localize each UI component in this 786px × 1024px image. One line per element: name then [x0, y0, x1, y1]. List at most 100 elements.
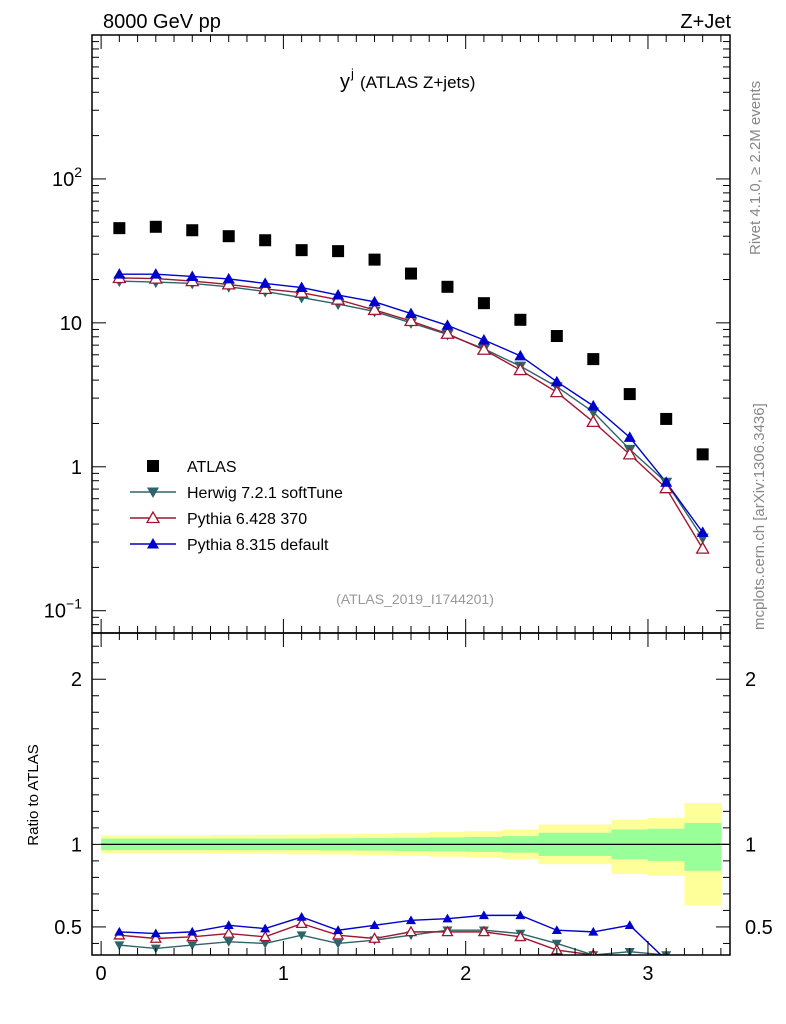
main-ytick-label-exponent: 2 — [74, 164, 82, 180]
main-ytick-label: 10−1 — [44, 596, 82, 623]
legend-marker-pythia6 — [145, 510, 161, 524]
ratio-ytick-label-right: 0.5 — [745, 917, 773, 939]
ratio-point-pythia8 — [551, 925, 562, 934]
ratio-xtick-label: 0 — [96, 963, 107, 985]
ratio-point-pythia8 — [260, 923, 271, 933]
main-plot-content — [112, 220, 710, 554]
point-pythia6 — [695, 541, 710, 554]
point-pythia6 — [659, 480, 674, 494]
ratio-point-herwig — [260, 939, 271, 949]
ratio-point-pythia8 — [702, 954, 703, 955]
ratio-point-pythia6 — [628, 953, 631, 955]
point-atlas — [660, 412, 673, 425]
point-pythia8 — [587, 399, 600, 411]
point-atlas — [113, 222, 126, 235]
point-atlas — [514, 313, 527, 326]
ratio-band-inner — [684, 822, 722, 871]
ratio-point-pythia6 — [698, 958, 708, 967]
ratio-point-pythia8 — [588, 926, 599, 936]
ratio-ytick-label-right: 1 — [745, 834, 756, 856]
point-pythia6 — [258, 281, 273, 295]
point-atlas — [696, 448, 709, 461]
point-pythia6 — [513, 362, 528, 376]
legend-label-pythia8: Pythia 8.315 default — [187, 537, 329, 554]
point-atlas — [186, 224, 199, 237]
legend-marker-pythia8 — [147, 538, 159, 549]
point-pythia6 — [549, 384, 564, 398]
ratio-point-pythia6 — [477, 925, 491, 937]
point-atlas — [368, 253, 381, 266]
point-pythia8 — [222, 272, 235, 284]
point-pythia8 — [259, 277, 272, 288]
point-pythia8 — [186, 270, 199, 281]
main-ytick-label: 10 — [60, 313, 82, 335]
ratio-point-pythia6 — [331, 928, 345, 940]
ratio-point-pythia8 — [114, 926, 125, 936]
legend-marker-atlas — [147, 460, 159, 472]
legend-label-atlas: ATLAS — [187, 459, 237, 476]
ratio-point-pythia6 — [295, 917, 308, 929]
point-atlas — [332, 245, 345, 258]
plot-title-symbol: y — [340, 71, 350, 93]
ratio-point-pythia6 — [665, 953, 667, 955]
ratio-frame — [91, 632, 731, 956]
ratio-ytick-label-left: 2 — [71, 669, 82, 691]
main-ytick-label-base: 1 — [71, 457, 82, 479]
point-pythia6 — [476, 342, 492, 355]
legend-marker-herwig — [147, 487, 159, 498]
legend-label-pythia6: Pythia 6.428 370 — [187, 511, 307, 528]
point-atlas — [550, 330, 563, 343]
point-pythia6 — [403, 313, 419, 327]
point-pythia8 — [405, 307, 417, 319]
point-atlas — [587, 353, 600, 366]
ratio-point-herwig — [333, 939, 344, 949]
main-ytick-label: 1 — [71, 457, 82, 479]
ratio-point-pythia6 — [441, 925, 454, 937]
ratio-point-pythia8 — [478, 910, 489, 920]
legend: ATLAS Herwig 7.2.1 softTune Pythia 6.428 3… — [130, 459, 343, 554]
ratio-ytick-label-right: 2 — [745, 669, 756, 691]
point-pythia8 — [477, 334, 490, 345]
legend-label-herwig: Herwig 7.2.1 softTune — [187, 485, 343, 502]
header-energy-label: 8000 GeV pp — [103, 11, 221, 33]
point-pythia6 — [586, 414, 601, 428]
plot-title-superscript: j — [350, 66, 354, 81]
ratio-point-herwig — [223, 938, 234, 947]
point-pythia8 — [368, 295, 381, 307]
ratio-plot-content — [101, 803, 730, 967]
ratio-point-pythia8 — [666, 954, 667, 955]
ratio-point-herwig — [296, 931, 307, 941]
ratio-point-pythia8 — [515, 910, 526, 920]
ratio-point-herwig — [698, 956, 708, 965]
header-process-label: Z+Jet — [680, 11, 731, 33]
ratio-xtick-label: 3 — [642, 963, 653, 985]
ratio-point-pythia6 — [368, 932, 381, 943]
ratio-xtick-label: 2 — [460, 963, 471, 985]
ratio-point-pythia8 — [223, 920, 234, 930]
point-pythia8 — [149, 268, 162, 279]
ratio-ytick-label-left: 1 — [71, 834, 82, 856]
ratio-point-pythia8 — [187, 926, 198, 936]
point-pythia8 — [550, 375, 563, 387]
ratio-ylabel: Ratio to ATLAS — [25, 744, 42, 845]
main-ytick-label-base: 10 — [44, 601, 66, 623]
ratio-point-pythia6 — [259, 930, 272, 942]
point-atlas — [222, 230, 235, 243]
ratio-point-pythia8 — [333, 925, 344, 934]
main-ytick-label-base: 10 — [52, 169, 74, 191]
point-pythia8 — [332, 289, 345, 300]
point-pythia8 — [295, 281, 308, 293]
point-pythia8 — [696, 526, 709, 537]
ratio-axes: 0.5 0.5 1 1 2 2 0 1 2 3 — [54, 633, 773, 985]
analysis-id-label: (ATLAS_2019_I1744201) — [336, 591, 494, 607]
rivet-version-label: Rivet 4.1.0, ≥ 2.2M events — [747, 81, 764, 255]
point-atlas — [477, 297, 490, 310]
point-atlas — [295, 244, 308, 257]
point-pythia8 — [623, 431, 636, 442]
ratio-point-pythia6 — [222, 927, 235, 938]
point-pythia6 — [221, 277, 236, 290]
point-pythia6 — [622, 447, 637, 460]
